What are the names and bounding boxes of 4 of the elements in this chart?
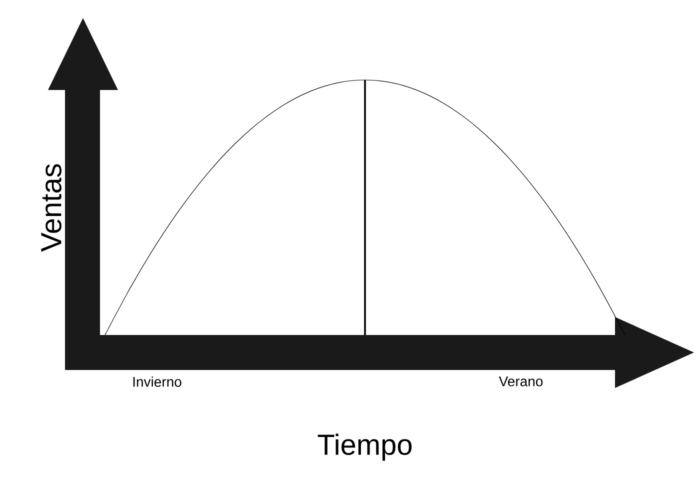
x-tick-label: Verano (498, 376, 543, 386)
x-axis-title: Tiempo (318, 434, 412, 461)
x-tick-label: Invierno (133, 376, 182, 387)
y-axis-title: Ventas (41, 164, 62, 252)
